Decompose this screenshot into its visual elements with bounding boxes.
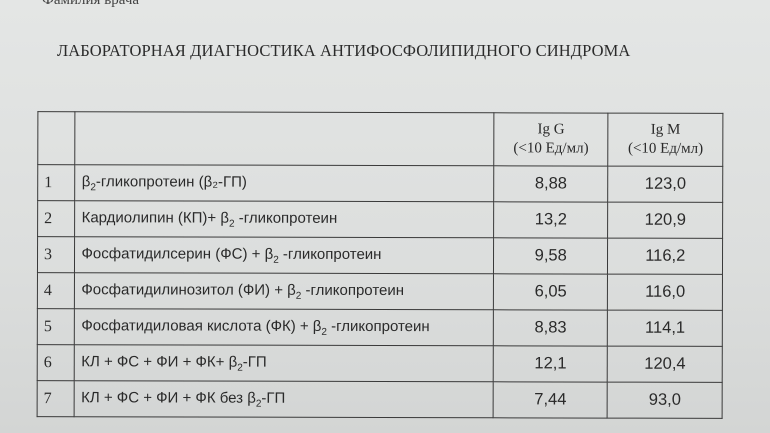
igg-value: 9,58 xyxy=(493,237,609,275)
test-name: Фосфатидилинозитол (ФИ) + β2 -гликопроте… xyxy=(74,272,494,310)
row-number: 5 xyxy=(37,308,75,345)
header-igg: Ig G (<10 Ед/мл) xyxy=(493,112,609,167)
igg-value: 7,44 xyxy=(493,381,608,419)
test-name: Фосфатидиловая кислота (ФК) + β2 -гликоп… xyxy=(74,308,494,346)
row-number: 3 xyxy=(37,236,76,273)
table-header-row: Ig G (<10 Ед/мл) Ig M (<10 Ед/мл) xyxy=(37,111,723,167)
test-name: β2-гликопротеин (β₂-ГП) xyxy=(75,164,494,202)
igm-value: 93,0 xyxy=(607,382,723,419)
test-name: Кардиолипин (КП)+ β2 -гликопротеин xyxy=(75,200,494,238)
row-number: 2 xyxy=(37,200,76,237)
row-number: 7 xyxy=(37,380,75,417)
document-title: ЛАБОРАТОРНАЯ ДИАГНОСТИКА АНТИФОСФОЛИПИДН… xyxy=(57,41,631,60)
table-row: 1 β2-гликопротеин (β₂-ГП) 8,88 123,0 xyxy=(37,164,723,203)
header-test xyxy=(75,111,494,166)
table-row: 7 КЛ + ФС + ФИ + ФК без β2-ГП 7,44 93,0 xyxy=(37,380,723,419)
table-row: 6 КЛ + ФС + ФИ + ФК+ β2-ГП 12,1 120,4 xyxy=(37,344,723,383)
doctor-name-label: Фамилия врача xyxy=(42,0,140,8)
table-row: 2 Кардиолипин (КП)+ β2 -гликопротеин 13,… xyxy=(37,200,723,239)
test-name: КЛ + ФС + ФИ + ФК+ β2-ГП xyxy=(74,344,494,382)
header-igm: Ig M (<10 Ед/мл) xyxy=(608,113,723,167)
results-table: Ig G (<10 Ед/мл) Ig M (<10 Ед/мл) 1 β2-гли… xyxy=(37,111,724,419)
header-number xyxy=(37,111,76,165)
igm-value: 123,0 xyxy=(608,166,723,203)
table-row: 4 Фосфатидилинозитол (ФИ) + β2 -гликопро… xyxy=(37,272,723,311)
row-number: 6 xyxy=(37,344,75,381)
igm-value: 120,4 xyxy=(607,346,723,383)
igm-value: 116,2 xyxy=(607,238,723,275)
igg-value: 6,05 xyxy=(493,273,608,311)
igm-value: 114,1 xyxy=(607,310,723,347)
igg-value: 13,2 xyxy=(493,201,609,239)
row-number: 4 xyxy=(37,272,75,309)
test-name: КЛ + ФС + ФИ + ФК без β2-ГП xyxy=(74,380,494,418)
table-row: 3 Фосфатидилсерин (ФС) + β2 -гликопротеи… xyxy=(37,236,723,275)
igg-value: 8,88 xyxy=(493,165,609,203)
igm-value: 116,0 xyxy=(607,274,723,311)
igm-value: 120,9 xyxy=(608,202,723,239)
row-number: 1 xyxy=(37,164,76,201)
table-row: 5 Фосфатидиловая кислота (ФК) + β2 -глик… xyxy=(37,308,723,347)
igg-value: 12,1 xyxy=(493,345,608,383)
igg-value: 8,83 xyxy=(493,309,608,347)
test-name: Фосфатидилсерин (ФС) + β2 -гликопротеин xyxy=(74,236,494,274)
